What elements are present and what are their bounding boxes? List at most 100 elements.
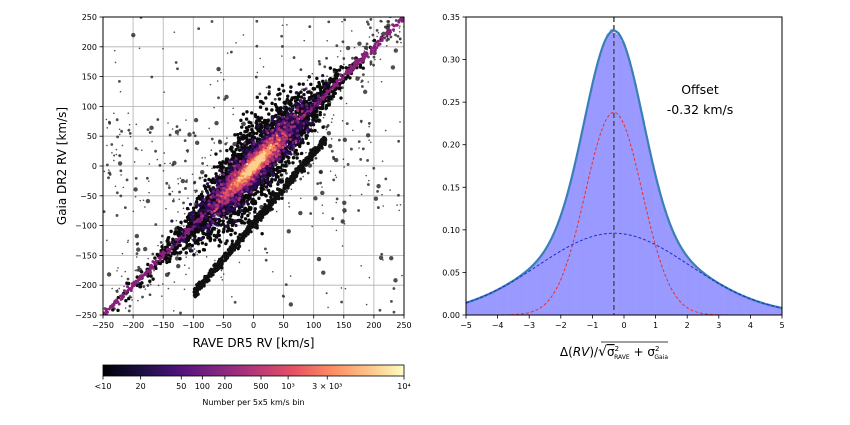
outlier-point xyxy=(127,112,130,115)
outlier-point xyxy=(167,287,170,290)
density-point xyxy=(328,95,332,100)
ridge-point xyxy=(360,58,364,62)
density-point xyxy=(238,131,243,136)
outlier-point xyxy=(240,122,243,125)
outlier-point xyxy=(310,127,313,130)
ridge-point xyxy=(394,23,398,27)
outlier-point xyxy=(359,119,363,123)
outlier-point xyxy=(334,174,337,177)
outlier-point xyxy=(402,13,405,16)
density-point xyxy=(273,178,277,182)
density-point xyxy=(250,124,255,128)
density-point xyxy=(246,213,250,218)
secondary-sequence-point xyxy=(243,230,247,234)
outlier-point xyxy=(303,39,306,42)
density-point xyxy=(246,140,250,145)
outlier-point xyxy=(319,181,322,185)
outlier-point xyxy=(389,35,393,39)
outlier-point xyxy=(313,196,318,201)
outlier-point xyxy=(133,161,136,163)
outlier-point xyxy=(340,300,344,304)
density-point xyxy=(226,220,230,224)
outlier-point xyxy=(216,66,221,72)
outlier-point xyxy=(233,300,237,304)
secondary-sequence-point xyxy=(291,174,295,178)
density-point xyxy=(240,135,244,139)
outlier-point xyxy=(317,60,321,63)
outlier-point xyxy=(362,45,364,48)
outlier-point xyxy=(345,102,348,105)
density-point xyxy=(293,150,298,154)
ridge-point xyxy=(170,244,174,248)
outlier-point xyxy=(318,169,324,175)
secondary-sequence-point xyxy=(237,244,242,248)
outlier-point xyxy=(396,204,398,206)
outlier-point xyxy=(157,244,159,247)
outlier-point xyxy=(178,190,181,194)
density-point xyxy=(267,191,272,195)
density-point xyxy=(116,308,120,313)
outlier-point xyxy=(148,191,150,194)
outlier-point xyxy=(161,283,164,285)
ridge-point xyxy=(365,54,369,58)
outlier-point xyxy=(393,48,399,53)
outlier-point xyxy=(172,198,175,200)
outlier-point xyxy=(185,119,187,121)
outlier-point xyxy=(327,306,329,309)
ridge-point xyxy=(383,36,387,40)
density-point xyxy=(258,99,263,104)
outlier-point xyxy=(141,149,143,151)
outlier-point xyxy=(376,189,379,193)
outlier-point xyxy=(367,122,371,125)
outlier-point xyxy=(271,270,274,273)
outlier-point xyxy=(264,247,267,251)
outlier-point xyxy=(306,79,309,81)
outlier-point xyxy=(323,113,326,117)
outlier-point xyxy=(133,187,138,192)
outlier-point xyxy=(342,158,345,160)
outlier-point xyxy=(284,171,288,175)
secondary-sequence-point xyxy=(300,170,304,174)
outlier-point xyxy=(318,62,322,66)
density-point xyxy=(339,96,343,100)
outlier-point xyxy=(142,285,146,288)
outlier-point xyxy=(115,326,117,328)
density-point xyxy=(230,228,234,232)
density-point xyxy=(293,95,297,100)
outlier-point xyxy=(185,273,187,276)
outlier-point xyxy=(259,57,261,60)
density-point xyxy=(221,219,225,223)
outlier-point xyxy=(340,219,345,224)
density-point xyxy=(327,78,332,82)
outlier-point xyxy=(299,177,303,181)
outlier-point xyxy=(208,127,210,130)
outlier-point xyxy=(201,157,204,159)
outlier-point xyxy=(132,210,135,213)
density-point xyxy=(327,98,331,103)
outlier-point xyxy=(124,307,127,309)
outlier-point xyxy=(149,125,154,131)
outlier-point xyxy=(325,292,328,295)
outlier-point xyxy=(340,287,343,289)
outlier-point xyxy=(128,131,132,135)
outlier-point xyxy=(266,251,269,254)
ridge-point xyxy=(144,273,148,277)
outlier-point xyxy=(398,30,401,33)
outlier-point xyxy=(136,242,140,245)
density-point xyxy=(273,102,278,107)
outlier-point xyxy=(322,212,324,215)
outlier-point xyxy=(322,116,325,119)
density-point xyxy=(111,308,115,312)
outlier-point xyxy=(142,246,148,252)
density-point xyxy=(240,125,244,129)
density-point xyxy=(187,222,191,226)
outlier-point xyxy=(116,135,119,139)
outlier-point xyxy=(117,161,123,166)
outlier-point xyxy=(176,254,179,256)
outlier-point xyxy=(323,65,327,69)
outlier-point xyxy=(193,248,196,250)
ridge-point xyxy=(338,78,342,82)
outlier-point xyxy=(150,75,154,79)
density-point xyxy=(302,129,306,133)
outlier-point xyxy=(120,174,122,176)
